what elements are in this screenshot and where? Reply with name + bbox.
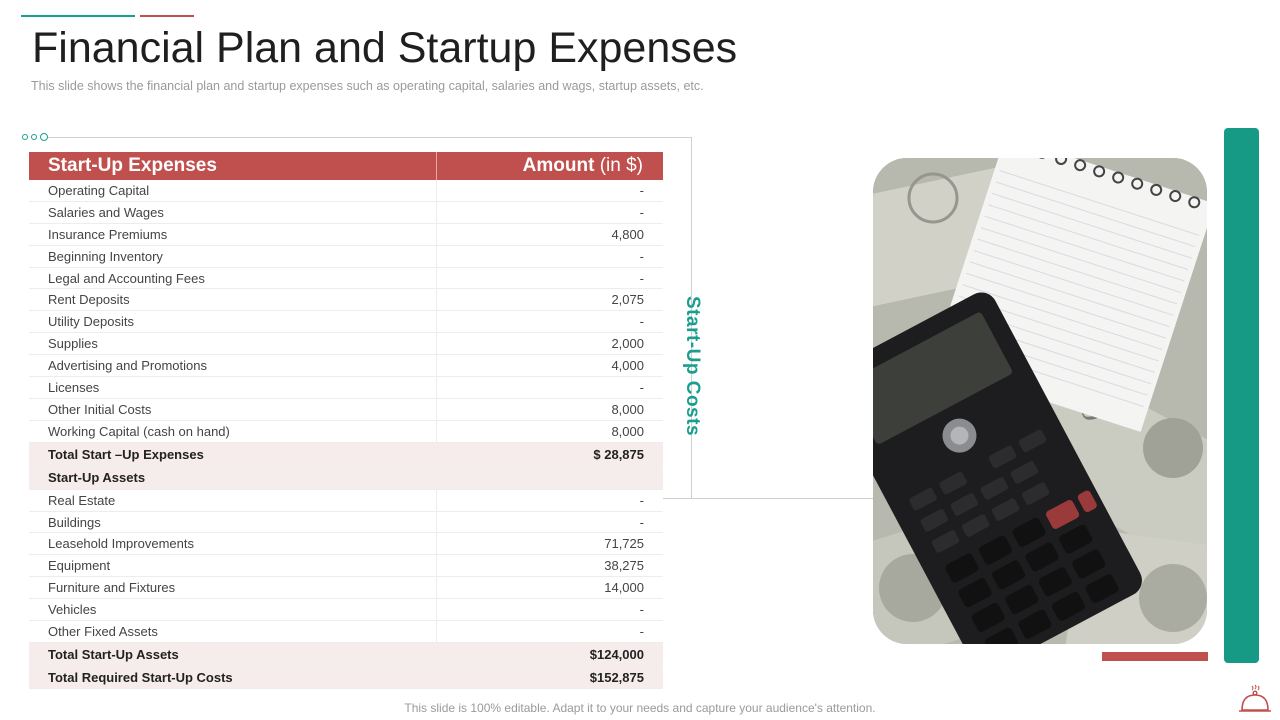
row-value: - (639, 514, 644, 530)
row-value: - (639, 248, 644, 264)
slide-title: Financial Plan and Startup Expenses (32, 24, 738, 72)
row-label: Utility Deposits (29, 311, 437, 333)
table-row: Utility Deposits - (29, 311, 663, 334)
table-row: Salaries and Wages - (29, 201, 663, 224)
row-value: - (639, 204, 644, 220)
row-value: - (639, 380, 644, 396)
table-row: Real Estate - (29, 489, 663, 512)
table-row: Insurance Premiums 4,800 (29, 223, 663, 246)
row-label: Supplies (29, 333, 437, 355)
row-label: Equipment (29, 555, 437, 577)
row-label: Licenses (29, 377, 437, 398)
service-bell-icon (1238, 683, 1272, 715)
row-value: 4,000 (611, 358, 644, 374)
row-value: 71,725 (604, 536, 644, 552)
table-row: Supplies 2,000 (29, 333, 663, 356)
row-label: Rent Deposits (29, 289, 437, 311)
row-value: - (639, 183, 644, 198)
row-label: Other Initial Costs (29, 398, 437, 420)
table-row: Rent Deposits 2,075 (29, 289, 663, 312)
row-value: 2,000 (611, 336, 644, 352)
table-row: Vehicles - (29, 599, 663, 622)
dot-icon (22, 134, 28, 140)
table-row: Legal and Accounting Fees - (29, 267, 663, 290)
accent-line-red (140, 15, 194, 17)
row-value: - (639, 314, 644, 330)
table-row: Other Fixed Assets - (29, 621, 663, 643)
table-row: Licenses - (29, 377, 663, 399)
assets-section-row: Start-Up Assets (29, 465, 663, 490)
header-amount-label: Amount (522, 155, 595, 176)
row-label: Furniture and Fixtures (29, 577, 437, 599)
header-amount-unit: (in $) (599, 155, 643, 176)
footer-note: This slide is 100% editable. Adapt it to… (404, 701, 876, 715)
row-value: 14,000 (604, 580, 644, 596)
table-header: Start-Up Expenses Amount (in $) (29, 152, 663, 180)
row-label: Beginning Inventory (29, 245, 437, 267)
row-label: Real Estate (29, 489, 437, 511)
row-label: Advertising and Promotions (29, 355, 437, 377)
row-value: $124,000 (589, 646, 644, 662)
red-accent-bar (1102, 652, 1208, 661)
row-value: - (639, 624, 644, 640)
row-label: Total Start –Up Expenses (48, 446, 204, 462)
row-value: 2,075 (611, 292, 644, 308)
row-label: Total Start-Up Assets (48, 646, 179, 662)
dot-icon (31, 134, 37, 140)
calculator-money-photo: 10 (873, 158, 1207, 644)
table-row: Buildings - (29, 511, 663, 534)
row-value: - (639, 602, 644, 618)
total-expenses-row: Total Start –Up Expenses $ 28,875 (29, 442, 663, 466)
table-row: Beginning Inventory - (29, 245, 663, 268)
row-value: $152,875 (589, 669, 644, 685)
row-value: 8,000 (611, 423, 644, 439)
row-label: Other Fixed Assets (29, 621, 437, 642)
frame-connector (691, 498, 873, 499)
total-required-row: Total Required Start-Up Costs $152,875 (29, 665, 663, 689)
header-expenses: Start-Up Expenses (29, 152, 437, 180)
row-label: Total Required Start-Up Costs (48, 669, 233, 685)
row-value: - (639, 492, 644, 508)
table-row: Advertising and Promotions 4,000 (29, 355, 663, 378)
table-row: Other Initial Costs 8,000 (29, 398, 663, 421)
row-value: 38,275 (604, 558, 644, 574)
row-label: Vehicles (29, 599, 437, 621)
header-amount: Amount (in $) (437, 152, 663, 180)
row-label: Operating Capital (29, 180, 437, 201)
decorative-dots (22, 133, 48, 141)
row-value: - (639, 270, 644, 286)
row-label: Insurance Premiums (29, 223, 437, 245)
total-assets-row: Total Start-Up Assets $124,000 (29, 642, 663, 666)
row-label: Working Capital (cash on hand) (29, 420, 437, 442)
teal-side-bar (1224, 128, 1259, 663)
row-label: Legal and Accounting Fees (29, 267, 437, 289)
startup-costs-label: Start-Up Costs (682, 296, 703, 437)
table-row: Equipment 38,275 (29, 555, 663, 578)
row-value: 8,000 (611, 401, 644, 417)
row-label: Leasehold Improvements (29, 533, 437, 555)
row-label: Salaries and Wages (29, 201, 437, 223)
table-row: Furniture and Fixtures 14,000 (29, 577, 663, 600)
row-value: 4,800 (611, 226, 644, 242)
row-label: Buildings (29, 511, 437, 533)
section-label: Start-Up Assets (48, 469, 146, 485)
expenses-table: Start-Up Expenses Amount (in $) Operatin… (29, 152, 663, 689)
accent-line-teal (21, 15, 135, 17)
table-row: Leasehold Improvements 71,725 (29, 533, 663, 556)
dot-icon (40, 133, 48, 141)
slide-subtitle: This slide shows the financial plan and … (31, 79, 704, 93)
table-row: Working Capital (cash on hand) 8,000 (29, 420, 663, 443)
table-row: Operating Capital - (29, 180, 663, 202)
row-value: $ 28,875 (593, 446, 644, 462)
